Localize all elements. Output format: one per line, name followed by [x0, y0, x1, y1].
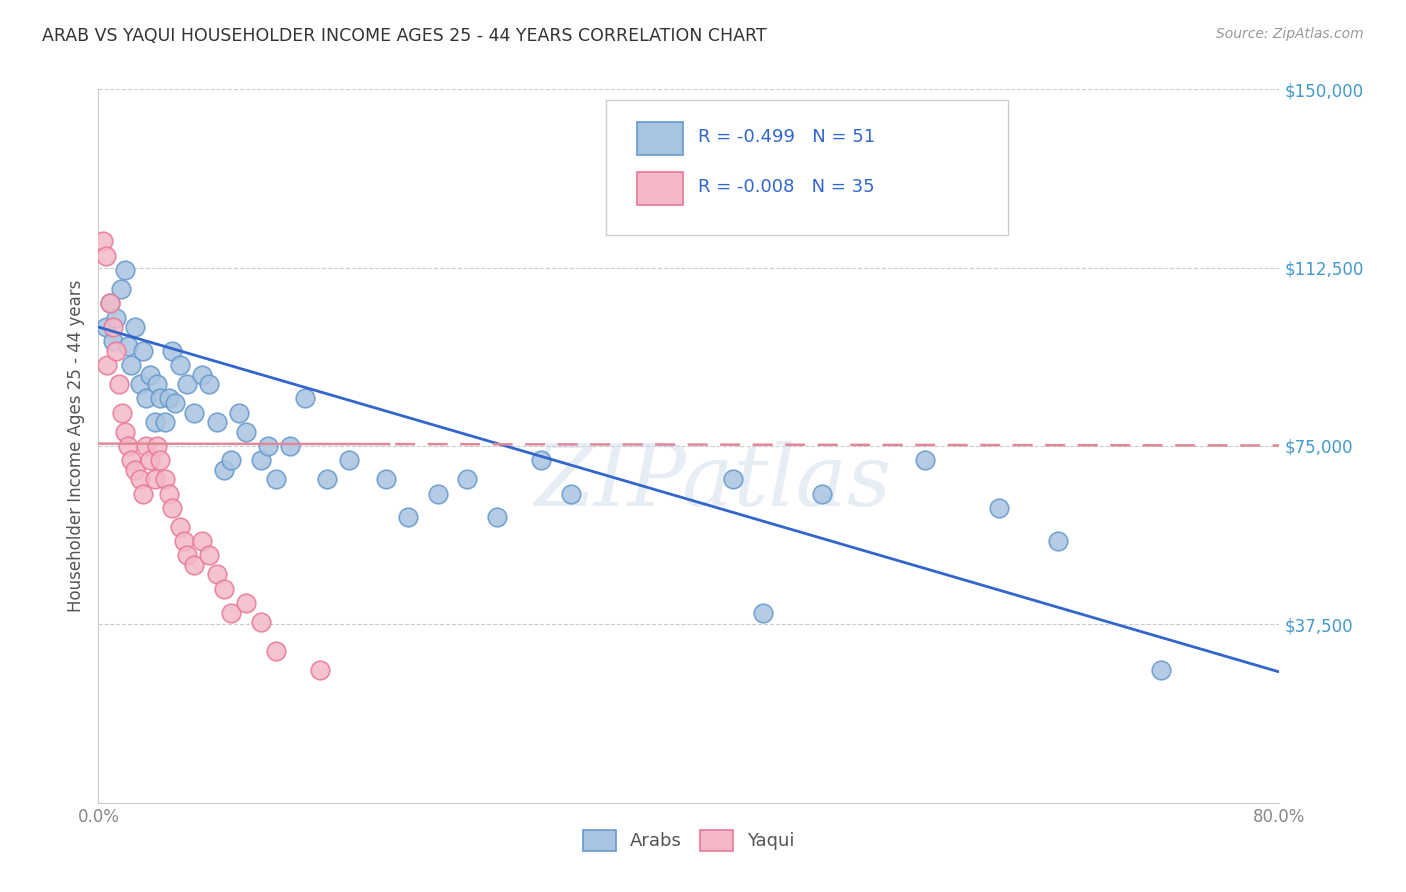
Text: R = -0.008   N = 35: R = -0.008 N = 35 — [699, 178, 875, 196]
Point — [162, 500, 183, 515]
Point — [198, 549, 221, 563]
Point — [120, 358, 142, 372]
Point — [108, 377, 131, 392]
Point — [427, 486, 450, 500]
Point — [212, 582, 235, 596]
Y-axis label: Householder Income Ages 25 - 44 years: Householder Income Ages 25 - 44 years — [66, 280, 84, 612]
Point — [486, 510, 509, 524]
Point — [228, 406, 250, 420]
Point — [114, 425, 136, 439]
Point — [111, 406, 134, 420]
Point — [128, 472, 150, 486]
Point — [128, 377, 150, 392]
Point — [183, 558, 205, 572]
Point — [124, 320, 146, 334]
Point — [235, 425, 257, 439]
Point — [988, 500, 1011, 515]
Point — [221, 453, 243, 467]
Point — [153, 415, 176, 429]
Point — [176, 377, 198, 392]
Text: R = -0.499   N = 51: R = -0.499 N = 51 — [699, 128, 876, 146]
Point — [157, 392, 180, 406]
FancyBboxPatch shape — [637, 122, 683, 155]
Point — [132, 343, 155, 358]
Point — [149, 392, 172, 406]
Point — [457, 472, 479, 486]
Point — [752, 606, 775, 620]
Point — [103, 334, 125, 349]
Point — [169, 520, 191, 534]
Point — [205, 415, 228, 429]
Point — [135, 439, 157, 453]
Point — [191, 534, 214, 549]
Point — [91, 235, 114, 249]
Point — [198, 377, 221, 392]
Point — [221, 606, 243, 620]
Point — [530, 453, 553, 467]
Point — [212, 463, 235, 477]
Point — [96, 358, 118, 372]
Point — [117, 339, 139, 353]
Point — [176, 549, 198, 563]
Point — [165, 396, 187, 410]
Point — [120, 453, 142, 467]
Point — [1046, 534, 1070, 549]
Point — [173, 534, 195, 549]
FancyBboxPatch shape — [637, 172, 683, 205]
Point — [105, 343, 128, 358]
Point — [146, 439, 169, 453]
Point — [94, 320, 117, 334]
Point — [235, 596, 257, 610]
Point — [250, 453, 273, 467]
Point — [205, 567, 228, 582]
Point — [309, 663, 332, 677]
Point — [375, 472, 398, 486]
Point — [132, 486, 155, 500]
Point — [98, 296, 121, 310]
Point — [146, 377, 169, 392]
Point — [1150, 663, 1173, 677]
Point — [153, 472, 176, 486]
Text: ZIPatlas: ZIPatlas — [534, 441, 891, 523]
Point — [264, 472, 287, 486]
Point — [723, 472, 745, 486]
Point — [316, 472, 339, 486]
Point — [810, 486, 832, 500]
Point — [139, 368, 162, 382]
Point — [162, 343, 183, 358]
Point — [110, 282, 132, 296]
Point — [103, 320, 125, 334]
Point — [114, 263, 136, 277]
Point — [339, 453, 361, 467]
Point — [257, 439, 280, 453]
Point — [169, 358, 191, 372]
Point — [191, 368, 214, 382]
Point — [117, 439, 139, 453]
Point — [124, 463, 146, 477]
Point — [560, 486, 582, 500]
FancyBboxPatch shape — [606, 100, 1008, 235]
Point — [398, 510, 420, 524]
Point — [264, 643, 287, 657]
Point — [914, 453, 936, 467]
Point — [105, 310, 128, 325]
Point — [94, 249, 117, 263]
Point — [139, 453, 162, 467]
Point — [143, 415, 166, 429]
Point — [143, 472, 166, 486]
Point — [149, 453, 172, 467]
Point — [157, 486, 180, 500]
Point — [294, 392, 316, 406]
Point — [280, 439, 302, 453]
Point — [250, 615, 273, 629]
Point — [183, 406, 205, 420]
Text: Source: ZipAtlas.com: Source: ZipAtlas.com — [1216, 27, 1364, 41]
Text: ARAB VS YAQUI HOUSEHOLDER INCOME AGES 25 - 44 YEARS CORRELATION CHART: ARAB VS YAQUI HOUSEHOLDER INCOME AGES 25… — [42, 27, 766, 45]
Point — [98, 296, 121, 310]
Point — [135, 392, 157, 406]
Legend: Arabs, Yaqui: Arabs, Yaqui — [576, 822, 801, 858]
